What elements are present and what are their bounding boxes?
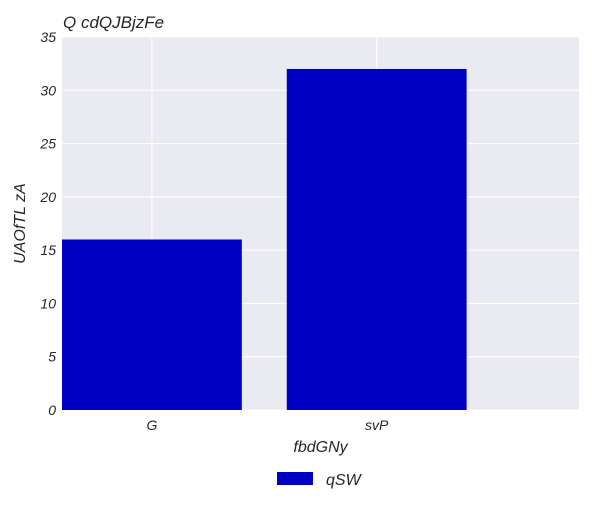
y-tick-label: 25: [39, 136, 56, 152]
x-tick-label: G: [146, 417, 157, 433]
y-tick-label: 15: [40, 242, 56, 258]
y-axis-label: UAOfTL zA: [12, 183, 29, 264]
y-tick-label: 10: [40, 295, 56, 311]
legend: qSW: [277, 472, 363, 489]
x-axis-label: fbdGNy: [293, 439, 348, 456]
bar-svP: [286, 68, 467, 410]
x-tick-label: svP: [365, 417, 389, 433]
y-tick-label: 30: [40, 82, 56, 98]
y-tick-label: 0: [48, 402, 56, 418]
y-tick-labels: 0 5 10 15 20 25 30 35: [39, 29, 56, 418]
bar-G: [62, 239, 242, 410]
y-tick-label: 20: [39, 189, 56, 205]
y-tick-label: 5: [48, 349, 56, 365]
bar-series: [62, 68, 467, 410]
y-tick-label: 35: [40, 29, 56, 45]
chart-title: Q cdQJBjzFe: [63, 13, 164, 32]
legend-swatch: [277, 472, 313, 485]
legend-label: qSW: [326, 472, 363, 489]
